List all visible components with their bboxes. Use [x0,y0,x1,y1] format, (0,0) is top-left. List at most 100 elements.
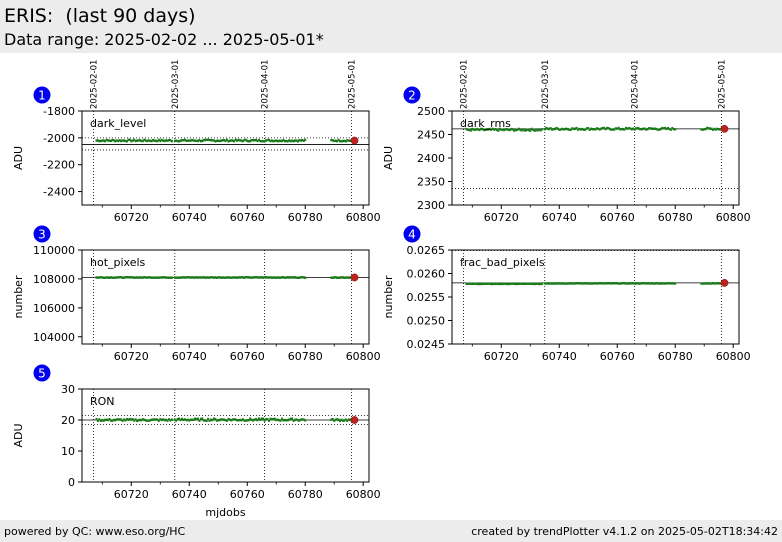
data-point [120,139,123,143]
data-point [241,418,244,421]
data-point [608,127,611,131]
data-point [233,140,236,143]
data-point [175,419,178,422]
data-point [637,127,640,130]
data-point [269,417,272,421]
data-point [186,276,189,279]
data-point [137,419,140,422]
data-point [231,418,234,421]
data-point [266,138,269,142]
data-point [138,139,141,142]
data-point [671,282,674,285]
data-point [668,282,671,285]
data-point [194,417,197,420]
data-point [569,128,572,131]
data-point [276,276,279,279]
data-point [674,282,677,285]
data-point [117,139,120,143]
data-point [275,418,278,422]
data-point [253,276,256,279]
data-point [591,128,594,131]
data-point [590,282,593,285]
data-point [205,276,208,279]
data-point [170,139,173,143]
data-point [152,276,155,279]
data-point [296,419,299,422]
data-point [343,139,346,143]
data-point [497,282,500,286]
data-point [507,282,510,286]
x-tick-label: 60760 [230,488,265,501]
y-tick-label: 0.0265 [407,244,446,257]
data-point [484,282,487,286]
data-point [98,139,101,143]
data-point [485,282,488,285]
data-point [240,276,243,279]
panel-number: 4 [408,228,416,242]
data-point [163,418,166,422]
data-point [611,128,614,131]
data-point [298,276,301,279]
data-point [652,127,655,131]
data-point [267,419,270,422]
data-point [115,418,118,421]
data-point [640,127,643,131]
data-point [236,139,239,142]
data-point [272,140,275,143]
data-point [504,128,507,131]
data-point [709,282,712,285]
data-point [533,282,536,286]
chart-panel-2: 2025-02-01 2025-03-01 2025-04-01 2025-05-01… [382,60,751,224]
data-point [214,417,217,421]
data-point [257,138,260,142]
data-point [559,282,562,285]
data-point [267,276,270,279]
data-point [231,139,234,142]
panel-title: frac_bad_pixels [460,256,545,269]
data-point [580,282,583,285]
data-point [598,128,601,131]
data-point [96,419,99,422]
panel-title: hot_pixels [90,256,146,269]
data-point [198,419,201,422]
data-point [140,139,143,143]
panel-number-badge [33,225,51,243]
data-point [537,128,540,131]
data-point [552,282,555,285]
data-point [481,282,484,286]
data-point [263,419,266,422]
data-point [653,127,656,130]
data-point [340,140,343,143]
data-point [165,418,168,422]
data-point [163,276,166,279]
page-footer: powered by QC: www.eso.org/HC created by… [0,520,782,542]
data-point [540,128,543,131]
data-point [143,138,146,141]
data-point [121,139,124,142]
data-point [186,139,189,142]
data-point [304,138,307,142]
data-point [617,282,620,285]
x-tick-label: 60800 [716,350,751,363]
data-point [578,127,581,131]
data-point [134,276,137,279]
x-tick-label: 60720 [484,211,519,224]
data-point [295,418,298,421]
data-point [165,139,168,142]
data-point [501,282,504,286]
data-point [202,276,205,279]
data-point [214,276,217,279]
data-point [179,418,182,422]
data-point [561,127,564,131]
data-point [585,127,588,130]
y-tick-label: 2500 [417,105,445,118]
data-point [244,138,247,142]
data-point [101,276,104,279]
data-point [608,282,611,285]
data-point [587,126,590,130]
data-point [136,276,139,279]
data-point [156,140,159,143]
x-tick-label: 60720 [114,350,149,363]
data-point [561,282,564,285]
